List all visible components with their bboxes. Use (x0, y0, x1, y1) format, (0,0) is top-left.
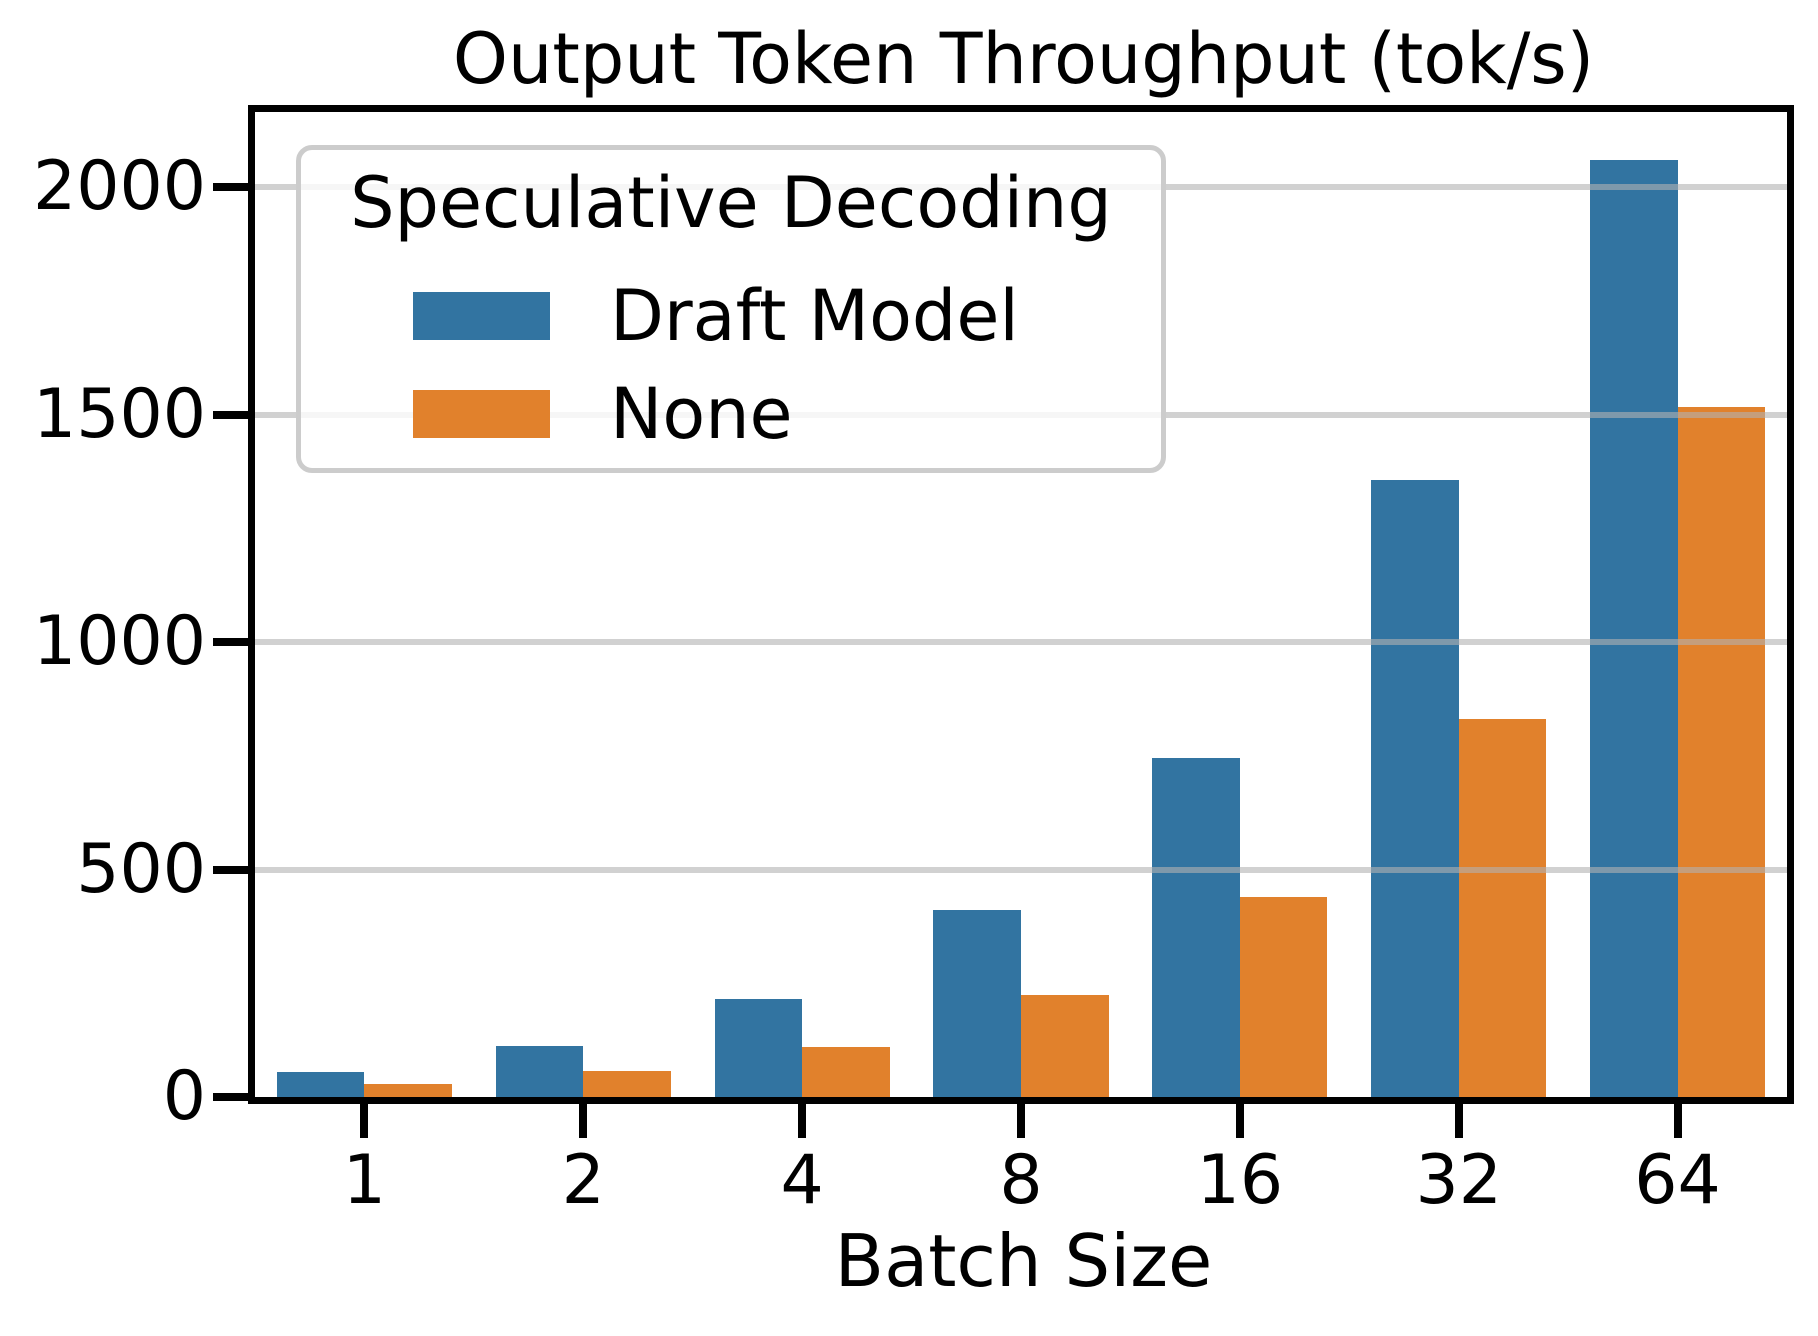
x-tick-mark-2 (579, 1102, 588, 1138)
bar-draft-model-2 (495, 1045, 584, 1097)
bar-none-8 (1021, 994, 1109, 1097)
y-tick-mark-0 (213, 1093, 249, 1101)
x-tick-label-4: 4 (780, 1141, 824, 1220)
bar-none-64 (1677, 406, 1766, 1097)
y-tick-label-1500: 1500 (32, 374, 206, 454)
y-tick-mark-1000 (213, 638, 249, 647)
y-tick-label-2000: 2000 (32, 147, 206, 227)
legend: Speculative Decoding Draft Model None (296, 145, 1166, 473)
x-tick-label-2: 2 (561, 1141, 605, 1220)
x-axis-label: Batch Size (834, 1219, 1213, 1303)
y-tick-mark-500 (213, 865, 249, 874)
y-tick-label-500: 500 (76, 829, 206, 909)
y-tick-label-0: 0 (162, 1057, 206, 1136)
x-tick-mark-4 (798, 1102, 807, 1138)
x-tick-label-16: 16 (1196, 1141, 1284, 1220)
bar-none-1 (364, 1083, 452, 1097)
x-tick-label-1: 1 (342, 1141, 387, 1220)
bar-none-2 (583, 1071, 671, 1097)
bar-draft-model-64 (1590, 159, 1678, 1097)
y-tick-label-1000: 1000 (32, 602, 206, 682)
bar-none-16 (1239, 896, 1328, 1097)
legend-item-draft-model: Draft Model (413, 281, 1161, 351)
y-tick-mark-1500 (213, 410, 249, 419)
x-tick-label-64: 64 (1634, 1141, 1721, 1220)
bar-draft-model-32 (1371, 480, 1459, 1097)
legend-title: Speculative Decoding (350, 162, 1112, 244)
x-tick-label-8: 8 (999, 1141, 1043, 1220)
plot-area: Speculative Decoding Draft Model None (248, 105, 1794, 1104)
gridline-500 (255, 866, 1787, 873)
bar-none-32 (1458, 718, 1547, 1097)
x-tick-mark-1 (360, 1102, 369, 1138)
x-tick-mark-32 (1454, 1102, 1463, 1138)
x-tick-label-32: 32 (1415, 1141, 1502, 1220)
bar-none-4 (802, 1046, 890, 1097)
legend-swatch-none (413, 390, 550, 438)
x-tick-mark-64 (1673, 1102, 1682, 1138)
bar-draft-model-4 (714, 999, 803, 1097)
legend-label-none: None (610, 373, 793, 455)
x-tick-mark-8 (1017, 1102, 1025, 1138)
legend-swatch-draft-model (413, 292, 550, 340)
bar-draft-model-1 (276, 1071, 365, 1097)
legend-item-none: None (413, 379, 1161, 449)
bar-draft-model-8 (933, 910, 1021, 1097)
x-tick-mark-16 (1235, 1102, 1244, 1138)
legend-label-draft-model: Draft Model (610, 275, 1019, 357)
y-tick-mark-2000 (213, 183, 249, 192)
chart-title: Output Token Throughput (tok/s) (452, 18, 1595, 100)
gridline-1000 (255, 639, 1787, 646)
bar-draft-model-16 (1152, 758, 1240, 1097)
